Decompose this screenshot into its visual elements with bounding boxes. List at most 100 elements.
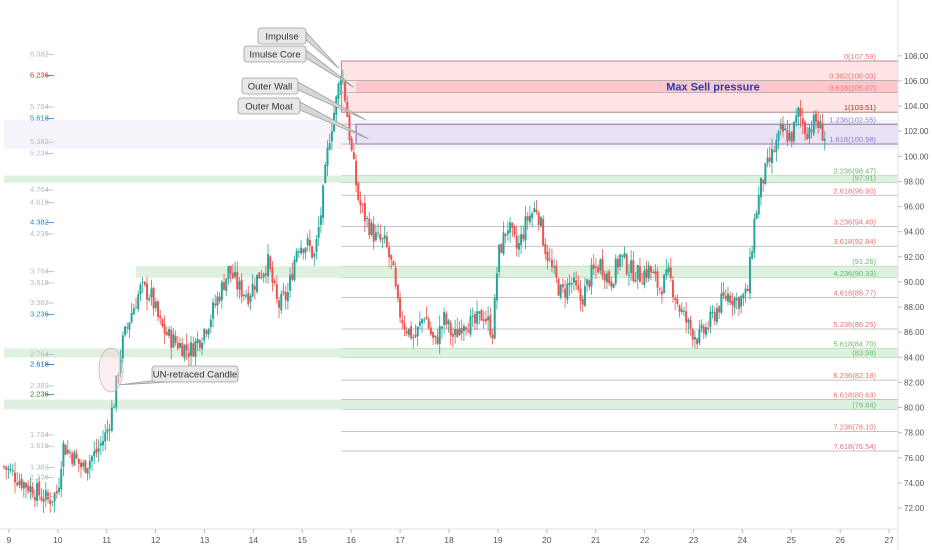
candle-body [586, 279, 589, 285]
candle-body [152, 287, 155, 309]
candle-body [443, 312, 446, 326]
candle-body [62, 442, 65, 467]
candle-body [671, 280, 674, 297]
candle-body [113, 407, 116, 409]
candle-body [506, 230, 509, 235]
candle-body [478, 311, 481, 314]
candle-body [775, 140, 778, 152]
candle-body [570, 283, 573, 285]
candle-body [700, 324, 703, 329]
candle-body [161, 319, 164, 327]
candle-body [282, 291, 285, 294]
x-tick-label: 27 [884, 535, 894, 545]
candle-body [223, 282, 226, 290]
candle-body [324, 164, 327, 183]
candle-body [542, 218, 545, 246]
candle-body [253, 286, 256, 290]
candle-body [553, 266, 556, 268]
annotation-box [241, 77, 299, 95]
candle-body [231, 272, 234, 279]
fib-level-label: 7.618(76.54) [833, 442, 876, 451]
candle-body [401, 319, 404, 324]
y-tick-label: 78.00 [904, 429, 925, 438]
y-tick-label: 104.00 [904, 102, 929, 111]
candle-body [715, 308, 718, 323]
candle-body [77, 458, 80, 464]
max-sell-pressure-label: Max Sell pressure [666, 82, 760, 94]
candle-body [704, 327, 707, 336]
candle-body [245, 295, 248, 297]
candle-body [207, 328, 210, 335]
candle-body [674, 298, 677, 301]
candle-body [407, 328, 410, 336]
candle-body [238, 281, 241, 290]
candle-body [31, 487, 34, 497]
candle-body [306, 238, 309, 246]
candle-body [368, 218, 371, 236]
candle-body [682, 310, 685, 312]
y-axis: 72.00 74.00 76.00 78.00 80.00 82.00 84.00 86.00… [898, 52, 929, 513]
candle-body [465, 327, 468, 330]
candle-body [209, 319, 212, 328]
candle-body [797, 107, 800, 117]
candle-body [601, 258, 604, 276]
candle-body [808, 127, 811, 139]
candle-body [82, 462, 85, 467]
candle-body [326, 147, 329, 166]
candle-body [522, 234, 525, 239]
left-fib-label: 4.764 [30, 185, 49, 194]
candle-body [148, 298, 151, 301]
candle-body [445, 313, 448, 325]
left-fib-label: 4.382 [30, 218, 49, 227]
candle-body [524, 216, 527, 241]
candle-body [550, 259, 553, 267]
annotation-text: Impulse [265, 32, 298, 43]
annotation-box [237, 97, 301, 115]
left-fib-label: 3.236 [30, 309, 49, 318]
candle-body [337, 83, 340, 99]
candle-body [449, 322, 452, 336]
candle-body [322, 185, 325, 218]
candle-body [58, 487, 61, 492]
candle-body [75, 453, 78, 459]
candle-body [227, 266, 230, 280]
candle-body [511, 222, 514, 228]
fib-level-label: 3.236(94.40) [833, 218, 876, 227]
candle-body [647, 265, 650, 279]
candle-body [372, 223, 375, 242]
fib-level-label: 6.236(82.18) [833, 371, 876, 380]
fib-level-label: (97.91) [852, 174, 876, 183]
candle-body [753, 218, 756, 253]
candle-body [440, 326, 443, 329]
candle-body [544, 243, 547, 254]
candle-body [258, 272, 261, 279]
candle-body [11, 470, 14, 472]
y-tick-label: 92.00 [904, 253, 925, 262]
candle-body [724, 295, 727, 300]
y-tick-label: 72.00 [904, 504, 925, 513]
candle-body [181, 343, 184, 357]
x-tick-label: 13 [200, 535, 210, 545]
left-fib-label: 1.382 [30, 463, 49, 472]
candle-body [823, 138, 826, 141]
candle-body [130, 312, 133, 323]
candle-body [632, 260, 635, 282]
candle-body [630, 260, 633, 274]
fib-level-label: 1.618(100.98) [829, 135, 876, 144]
candle-body [328, 143, 331, 150]
candle-body [355, 160, 358, 186]
candle-body [212, 302, 215, 319]
x-tick-label: 18 [444, 535, 454, 545]
candle-body [592, 264, 595, 269]
y-tick-label: 100.00 [904, 152, 929, 161]
candle-body [792, 121, 795, 141]
candle-body [106, 429, 109, 433]
candle-body [652, 272, 655, 274]
candle-body [262, 273, 265, 278]
candle-body [247, 292, 250, 305]
candle-body [722, 291, 725, 296]
candle-body [84, 460, 87, 473]
candle-body [121, 335, 124, 359]
zone-band [136, 266, 898, 278]
candle-body [97, 448, 100, 452]
